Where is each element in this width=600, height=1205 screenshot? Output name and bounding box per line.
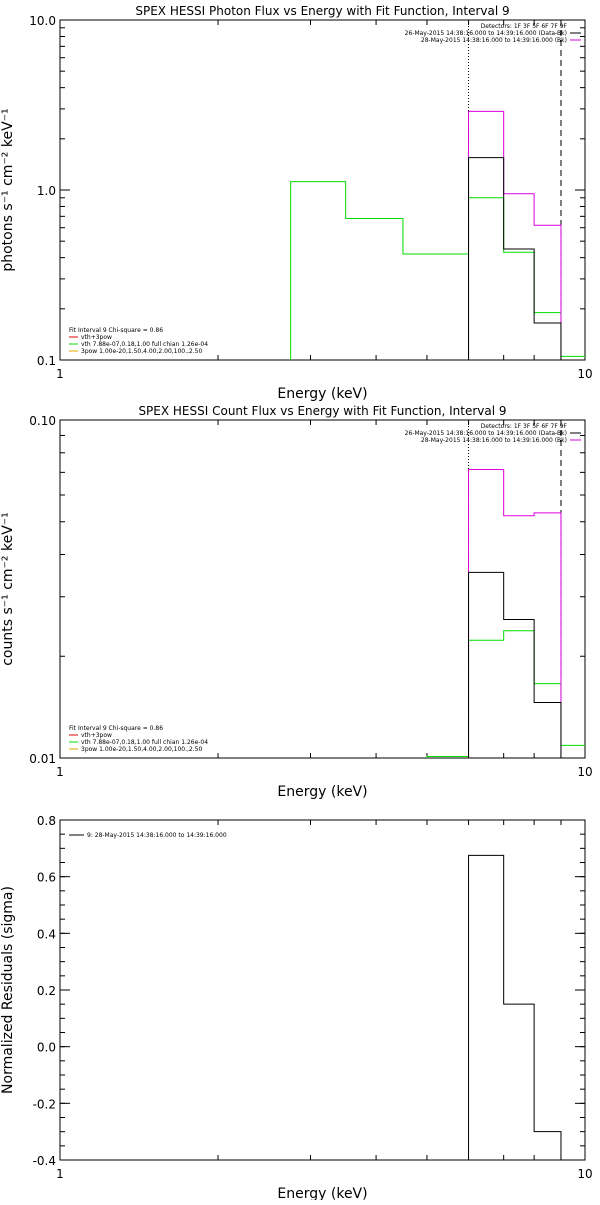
legend-entry: 26-May-2015 14:38:16.000 to 14:39:16.000…	[405, 30, 567, 37]
y-axis-label: counts s⁻¹ cm⁻² keV⁻¹	[0, 512, 16, 666]
legend-entry: vth 7.88e-07,0.18,1.00 full chian 1.26e-…	[81, 341, 208, 348]
legend-entry: Detectors: 1F 3F 5F 6F 7F 9F	[481, 23, 568, 30]
x-tick-label: 1	[56, 367, 64, 381]
data-series-2	[468, 110, 562, 360]
y-tick-label: 0.8	[37, 814, 56, 828]
y-axis-label: photons s⁻¹ cm⁻² keV⁻¹	[0, 108, 16, 271]
y-axis-label: Normalized Residuals (sigma)	[0, 886, 16, 1094]
legend-entry: Fit Interval 9 Chi-square = 0.86	[69, 327, 163, 334]
data-series-3	[468, 571, 562, 758]
x-tick-label: 10	[577, 765, 592, 779]
chart-title: SPEX HESSI Count Flux vs Energy with Fit…	[138, 404, 506, 418]
plot-panel-2: 1 10 0.01 0.10 SPEX HESSI Count Flux vs Ener…	[0, 404, 593, 800]
x-tick-label: 1	[56, 1167, 64, 1181]
data-series-1	[290, 181, 585, 360]
y-tick-label: -0.2	[33, 1097, 56, 1111]
x-axis-label: Energy (keV)	[277, 1186, 367, 1200]
legend-entry: vth+3pow	[81, 334, 112, 341]
x-tick-label: 10	[577, 367, 592, 381]
data-series-1	[468, 854, 562, 1160]
y-tick-label: 0.10	[29, 414, 56, 428]
data-series-2	[468, 468, 562, 758]
y-tick-label: 0.1	[37, 354, 56, 368]
y-tick-label: 0.4	[37, 927, 56, 941]
x-axis-label: Energy (keV)	[277, 386, 367, 402]
legend-entry: 26-May-2015 14:38:16.000 to 14:39:16.000…	[405, 430, 567, 437]
axes-frame	[59, 819, 586, 1161]
y-tick-label: 0.01	[29, 752, 56, 766]
chart-title: SPEX HESSI Photon Flux vs Energy with Fi…	[135, 4, 509, 18]
legend-entry: vth+3pow	[81, 732, 112, 739]
y-tick-label: 0.0	[37, 1041, 56, 1055]
plot-panel-1: 1 10 0.1 1.0 10.0 SPEX HESSI Photon Flux vs E…	[0, 4, 593, 402]
axes-frame	[59, 419, 586, 759]
legend-entry: 28-May-2015 14:38:16.000 to 14:39:16.000…	[421, 437, 567, 444]
legend-entry: 9: 28-May-2015 14:38:16.000 to 14:39:16.…	[87, 832, 227, 839]
legend-entry: Detectors: 1F 3F 5F 6F 7F 9F	[481, 423, 568, 430]
y-tick-label: -0.4	[33, 1154, 56, 1168]
legend-entry: 28-May-2015 14:38:16.000 to 14:39:16.000…	[421, 37, 567, 44]
x-tick-label: 10	[577, 1167, 592, 1181]
data-series-3	[468, 157, 562, 360]
legend-entry: 3pow 1.00e-20,1.50,4.00,2.00,100.,2.50	[81, 348, 202, 355]
x-axis-label: Energy (keV)	[277, 784, 367, 800]
plot-panel-3: 1 10 -0.4 -0.2 0.0 0.2 0.4 0.6 0.8 Energy (keV) No…	[0, 814, 593, 1202]
y-tick-label: 10.0	[29, 14, 56, 28]
x-tick-label: 1	[56, 765, 64, 779]
axes-frame	[59, 19, 586, 361]
legend-entry: Fit Interval 9 Chi-square = 0.86	[69, 725, 163, 732]
y-tick-label: 0.6	[37, 871, 56, 885]
legend-entry: 3pow 1.00e-20,1.50,4.00,2.00,100.,2.50	[81, 746, 202, 753]
y-tick-label: 1.0	[37, 184, 56, 198]
legend-entry: vth 7.88e-07,0.18,1.00 full chian 1.26e-…	[81, 739, 208, 746]
y-tick-label: 0.2	[37, 984, 56, 998]
